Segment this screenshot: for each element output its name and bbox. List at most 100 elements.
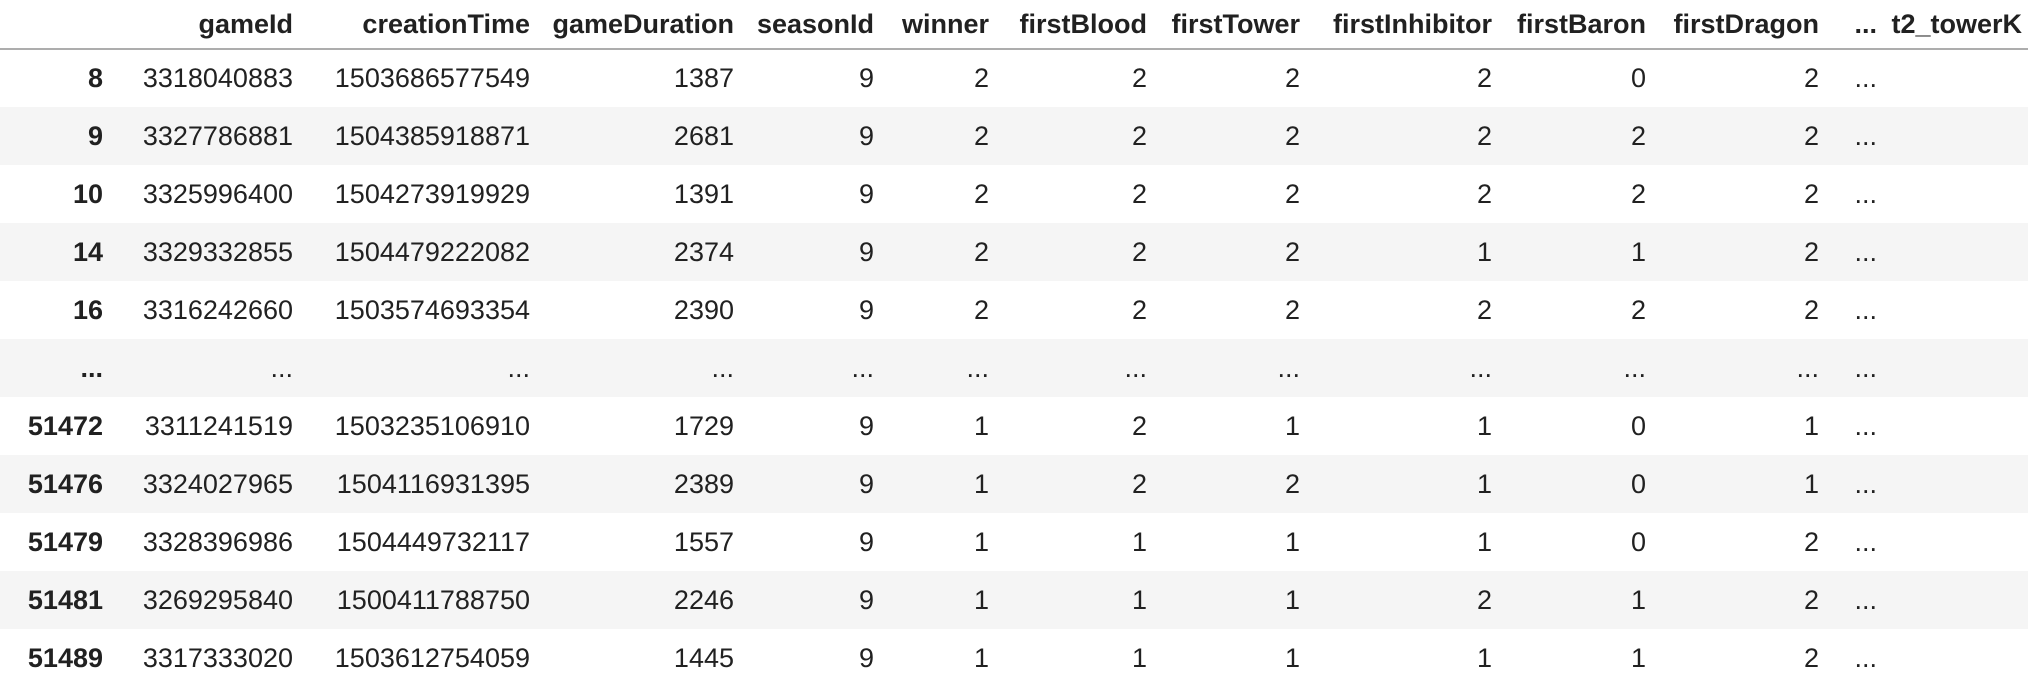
cell: 2 bbox=[973, 236, 989, 267]
table-row: 51476 3324027965 1504116931395 2389 9 1 2 2 1 0 1.… bbox=[0, 455, 2028, 513]
cell: 9 bbox=[858, 294, 874, 325]
cell: 1 bbox=[1630, 642, 1646, 673]
cell: 2 bbox=[1630, 178, 1646, 209]
cell: ... bbox=[1796, 352, 1819, 383]
cell: 1500411788750 bbox=[336, 584, 530, 615]
column-header: ... bbox=[1819, 0, 1877, 50]
cell: ... bbox=[1854, 120, 1877, 151]
cell: 2 bbox=[1284, 236, 1300, 267]
cell: 2 bbox=[973, 63, 989, 93]
cell: 2 bbox=[1131, 410, 1147, 441]
row-index-cell: ... bbox=[80, 352, 103, 383]
cell: 2 bbox=[1131, 294, 1147, 325]
cell: 0 bbox=[1630, 63, 1646, 93]
cell: 9 bbox=[858, 63, 874, 93]
cell bbox=[1877, 107, 2028, 165]
cell: 1391 bbox=[673, 178, 734, 209]
cell: 3325996400 bbox=[142, 178, 293, 209]
column-header: firstDragon bbox=[1646, 0, 1819, 50]
cell: 9 bbox=[858, 584, 874, 615]
column-header: firstInhibitor bbox=[1300, 0, 1492, 50]
cell: 2 bbox=[973, 294, 989, 325]
cell: 3269295840 bbox=[142, 584, 293, 615]
cell: 3324027965 bbox=[142, 468, 293, 499]
cell: 0 bbox=[1630, 410, 1646, 441]
cell: 2 bbox=[1803, 584, 1819, 615]
column-header: creationTime bbox=[293, 0, 530, 50]
cell: 3316242660 bbox=[142, 294, 293, 325]
cell: 2 bbox=[1476, 63, 1492, 93]
cell: 2 bbox=[1803, 236, 1819, 267]
cell: 2246 bbox=[673, 584, 734, 615]
cell: 2 bbox=[1803, 120, 1819, 151]
cell: 9 bbox=[858, 468, 874, 499]
table-row: 8 3318040883 1503686577549 1387 9 2 2 2 2 0 2... bbox=[0, 49, 2028, 107]
cell: ... bbox=[1469, 352, 1492, 383]
cell: 0 bbox=[1630, 526, 1646, 557]
cell: 9 bbox=[858, 178, 874, 209]
cell: 1 bbox=[1476, 526, 1492, 557]
cell: 2 bbox=[973, 120, 989, 151]
cell: 2 bbox=[1284, 468, 1300, 499]
cell: 1 bbox=[1284, 526, 1300, 557]
cell: 9 bbox=[858, 526, 874, 557]
row-index-cell: 9 bbox=[87, 120, 103, 151]
cell: 1504479222082 bbox=[334, 236, 530, 267]
cell bbox=[1877, 223, 2028, 281]
cell: 1 bbox=[1803, 468, 1819, 499]
cell: ... bbox=[1854, 352, 1877, 383]
index-column-header bbox=[0, 0, 103, 50]
cell: 1 bbox=[1131, 642, 1147, 673]
cell: 1387 bbox=[673, 63, 734, 93]
cell: 1 bbox=[1803, 410, 1819, 441]
cell: 1445 bbox=[673, 642, 734, 673]
table-row: 51479 3328396986 1504449732117 1557 9 1 1 1 1 0 2.… bbox=[0, 513, 2028, 571]
cell: 9 bbox=[858, 120, 874, 151]
cell: 1503686577549 bbox=[334, 63, 530, 93]
column-header: firstTower bbox=[1147, 0, 1300, 50]
table-row: 10 3325996400 1504273919929 1391 9 2 2 2 2 2 2... bbox=[0, 165, 2028, 223]
cell: 2 bbox=[1284, 63, 1300, 93]
cell: 9 bbox=[858, 410, 874, 441]
table-row: 51489 3317333020 1503612754059 1445 9 1 1 1 1 1 2.… bbox=[0, 629, 2028, 687]
cell bbox=[1877, 629, 2028, 687]
cell: 0 bbox=[1630, 468, 1646, 499]
cell: ... bbox=[966, 352, 989, 383]
cell bbox=[1877, 49, 2028, 107]
cell: 1 bbox=[1284, 584, 1300, 615]
cell: 2 bbox=[1131, 236, 1147, 267]
cell: 1 bbox=[973, 642, 989, 673]
cell: 1504385918871 bbox=[334, 120, 530, 151]
cell: 1504273919929 bbox=[334, 178, 530, 209]
cell: ... bbox=[270, 352, 293, 383]
row-index-cell: 10 bbox=[72, 178, 103, 209]
cell: 1 bbox=[1131, 526, 1147, 557]
header-row: gameId creationTime gameDuration seasonId wi… bbox=[0, 0, 2028, 50]
cell: 3328396986 bbox=[142, 526, 293, 557]
cell: 2 bbox=[1803, 294, 1819, 325]
cell: 3317333020 bbox=[142, 642, 293, 673]
cell: 2 bbox=[973, 178, 989, 209]
row-index-cell: 14 bbox=[72, 236, 103, 267]
cell: 1 bbox=[1476, 468, 1492, 499]
cell: 2 bbox=[1630, 120, 1646, 151]
cell bbox=[1877, 397, 2028, 455]
cell: 2 bbox=[1131, 178, 1147, 209]
table-row: 14 3329332855 1504479222082 2374 9 2 2 2 1 1 2... bbox=[0, 223, 2028, 281]
cell: 2 bbox=[1476, 584, 1492, 615]
row-index-cell: 51476 bbox=[27, 468, 103, 499]
cell: 2681 bbox=[673, 120, 734, 151]
cell: 1 bbox=[973, 468, 989, 499]
row-index-cell: 51481 bbox=[27, 584, 103, 615]
column-header: t2_towerK bbox=[1877, 0, 2028, 50]
cell: 1 bbox=[1284, 642, 1300, 673]
cell: 3311241519 bbox=[144, 410, 293, 441]
table-row: 9 3327786881 1504385918871 2681 9 2 2 2 2 2 2... bbox=[0, 107, 2028, 165]
cell: ... bbox=[711, 352, 734, 383]
cell: 9 bbox=[858, 236, 874, 267]
cell: 1503612754059 bbox=[334, 642, 530, 673]
cell: ... bbox=[1623, 352, 1646, 383]
cell: 2 bbox=[1476, 178, 1492, 209]
cell: 1 bbox=[1476, 642, 1492, 673]
